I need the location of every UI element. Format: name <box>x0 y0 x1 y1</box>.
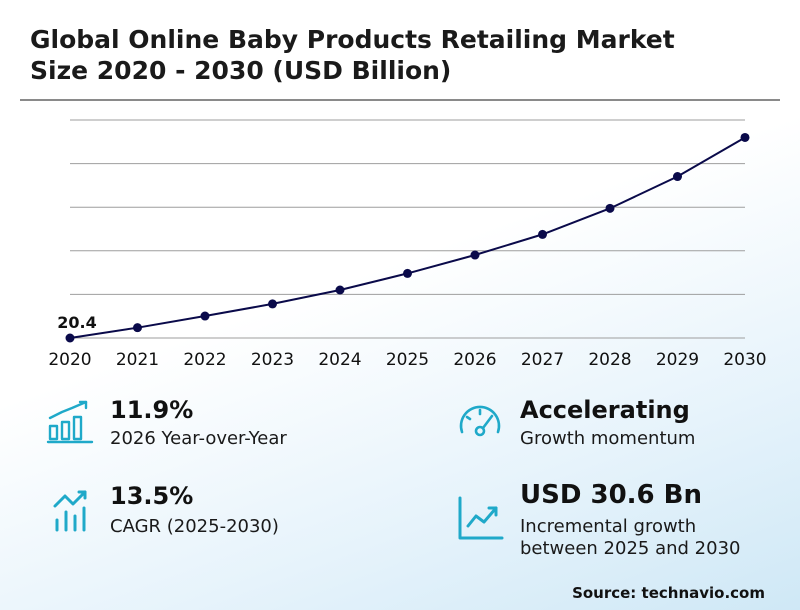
x-tick-label: 2026 <box>453 350 496 370</box>
stat-momentum-label: Growth momentum <box>520 428 696 449</box>
x-tick-label: 2021 <box>116 350 159 370</box>
data-point <box>268 299 277 309</box>
data-point <box>538 229 547 239</box>
data-point <box>200 311 210 321</box>
stat-yoy-value: 11.9% <box>110 396 194 424</box>
x-tick-label: 2020 <box>48 350 91 370</box>
bar-growth-icon <box>46 400 94 444</box>
data-point <box>403 268 412 278</box>
chart-up-icon <box>458 496 504 540</box>
stat-cagr: 13.5% CAGR (2025-2030) <box>52 482 382 544</box>
market-size-line-chart: 2020 2021 2022 2023 2024 2025 2026 2027 2028 2029… <box>48 119 767 370</box>
x-tick-label: 2025 <box>386 350 429 370</box>
stat-momentum: Accelerating Growth momentum <box>456 396 786 458</box>
speedometer-icon <box>459 405 501 437</box>
series-line <box>69 136 746 339</box>
data-point <box>335 285 345 295</box>
x-tick-label: 2023 <box>251 350 294 370</box>
stat-incremental-label-2: between 2025 and 2030 <box>520 538 741 559</box>
x-tick-label: 2028 <box>588 350 631 370</box>
data-point <box>605 203 615 213</box>
trend-bars-icon <box>53 490 87 532</box>
stat-incremental-label-1: Incremental growth <box>520 516 697 537</box>
x-tick-label: 2029 <box>656 350 699 370</box>
stat-yoy: 11.9% 2026 Year-over-Year <box>46 396 376 458</box>
data-label: 20.4 <box>57 313 96 332</box>
data-point <box>133 323 142 333</box>
x-tick-label: 2022 <box>183 350 226 370</box>
data-point <box>65 333 75 343</box>
x-tick-label: 2024 <box>318 350 361 370</box>
source-credit: Source: technavio.com <box>572 584 765 602</box>
title-line-1: Global Online Baby Products Retailing Ma… <box>30 25 675 54</box>
stat-cagr-label: CAGR (2025-2030) <box>110 516 279 537</box>
stat-yoy-label: 2026 Year-over-Year <box>110 428 287 449</box>
stat-incremental: USD 30.6 Bn Incremental growth between 2… <box>456 480 786 564</box>
stat-incremental-value: USD 30.6 Bn <box>520 480 702 510</box>
title-line-2: Size 2020 - 2030 (USD Billion) <box>30 56 452 85</box>
data-point <box>470 250 480 260</box>
stat-momentum-value: Accelerating <box>520 396 690 424</box>
x-tick-label: 2030 <box>723 350 766 370</box>
data-point <box>740 132 750 142</box>
title-divider <box>20 99 780 101</box>
stat-cagr-value: 13.5% <box>110 482 194 510</box>
page-title: Global Online Baby Products Retailing Ma… <box>30 24 770 86</box>
data-point <box>673 172 682 182</box>
x-tick-label: 2027 <box>521 350 564 370</box>
